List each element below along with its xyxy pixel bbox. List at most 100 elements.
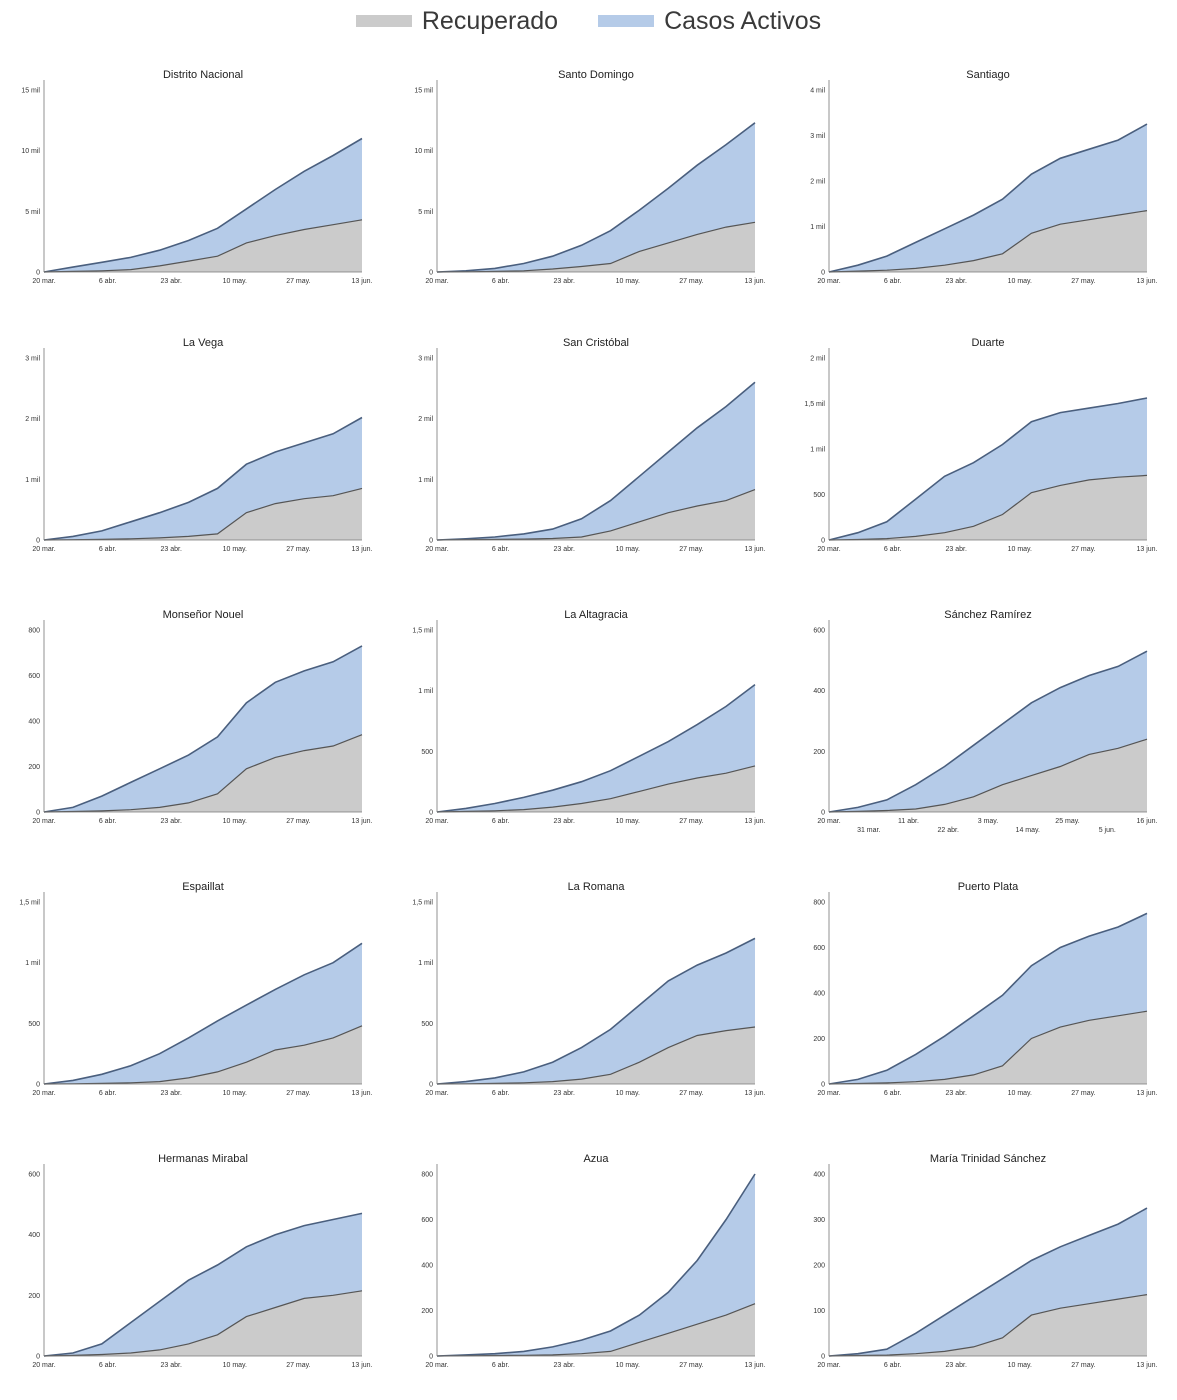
- y-tick-label: 500: [28, 1021, 40, 1028]
- y-tick-label: 2 mil: [25, 416, 40, 423]
- recovered-line: [43, 734, 363, 813]
- y-tick-label: 400: [28, 1232, 40, 1239]
- x-tick-label: 6 abr.: [99, 1090, 117, 1097]
- y-tick-label: 200: [813, 1036, 825, 1043]
- total-line: [436, 122, 756, 273]
- x-tick-label: 20 mar.: [425, 1362, 448, 1369]
- chart-panel: Monseñor Nouel 0 200 400 600 800 20 mar. 6 abr.…: [0, 600, 392, 856]
- recovered-line: [43, 1025, 363, 1085]
- y-tick-label: 0: [821, 538, 825, 545]
- chart-panel: Azua 0 200 400 600 800 20 mar. 6 abr. 23 abr. 10 …: [393, 1144, 785, 1400]
- active-cases-area: [437, 684, 755, 812]
- total-line: [828, 397, 1148, 541]
- total-line: [43, 942, 363, 1085]
- x-tick-label: 20 mar.: [32, 1090, 55, 1097]
- recovered-line: [828, 738, 1148, 813]
- x-tick-label: 27 may.: [679, 1090, 703, 1097]
- x-tick-label: 10 may.: [616, 546, 640, 553]
- x-tick-label: 13 jun.: [351, 818, 372, 825]
- recovered-area: [437, 222, 755, 272]
- x-tick-label: 27 may.: [286, 1090, 310, 1097]
- area-chart: Puerto Plata 0 200 400 600 800 20 mar. 6 abr. 23…: [813, 881, 1157, 1097]
- recovered-area: [437, 489, 755, 540]
- x-tick-label: 20 mar.: [32, 1362, 55, 1369]
- x-tick-label: 13 jun.: [351, 1090, 372, 1097]
- y-tick-label: 200: [813, 1263, 825, 1270]
- area-chart: María Trinidad Sánchez 0 100 200 300 400 20 ma…: [813, 1153, 1157, 1369]
- legend-label-active: Casos Activos: [664, 6, 822, 35]
- chart-title: Distrito Nacional: [163, 69, 243, 81]
- x-tick-label: 27 may.: [1071, 278, 1095, 285]
- x-tick-label: 27 may.: [679, 546, 703, 553]
- chart-title: La Romana: [568, 881, 626, 893]
- y-tick-label: 1,5 mil: [804, 401, 825, 408]
- x-tick-label: 6 abr.: [99, 546, 117, 553]
- y-tick-label: 1,5 mil: [19, 900, 40, 907]
- y-tick-label: 200: [28, 1293, 40, 1300]
- x-tick-label: 27 may.: [1071, 1090, 1095, 1097]
- y-tick-label: 0: [36, 538, 40, 545]
- x-tick-label: 23 abr.: [553, 1362, 574, 1369]
- recovered-line: [43, 487, 363, 541]
- x-tick-label: 6 abr.: [99, 818, 117, 825]
- y-tick-label: 400: [813, 991, 825, 998]
- x-tick-label: 23 abr.: [553, 1090, 574, 1097]
- x-tick-label: 10 may.: [616, 1090, 640, 1097]
- x-tick-label: 23 abr.: [553, 278, 574, 285]
- x-tick-label: 6 abr.: [492, 1090, 510, 1097]
- x-tick-label: 3 may.: [978, 818, 999, 825]
- x-tick-label: 20 mar.: [817, 1362, 840, 1369]
- x-tick-label: 23 abr.: [553, 818, 574, 825]
- y-tick-label: 15 mil: [414, 88, 433, 95]
- x-tick-label: 20 mar.: [32, 546, 55, 553]
- x-tick-label: 10 may.: [1008, 546, 1032, 553]
- chart-panel: La Altagracia 0 500 1 mil 1,5 mil 20 mar. 6 ab…: [393, 600, 785, 856]
- x-tick-label: 20 mar.: [425, 818, 448, 825]
- chart-title: Azua: [583, 1153, 609, 1165]
- x-tick-label: 13 jun.: [744, 1090, 765, 1097]
- x-tick-label: 13 jun.: [1136, 1362, 1157, 1369]
- x-tick-label: 13 jun.: [744, 546, 765, 553]
- y-tick-label: 4 mil: [810, 88, 825, 95]
- y-tick-label: 10 mil: [414, 148, 433, 155]
- chart-title: San Cristóbal: [563, 337, 629, 349]
- chart-title: Puerto Plata: [958, 881, 1019, 893]
- area-chart: La Vega 0 1 mil 2 mil 3 mil 20 mar. 6 abr. 23 a…: [25, 337, 372, 553]
- area-chart: Distrito Nacional 0 5 mil 10 mil 15 mil 20 ma…: [21, 69, 372, 285]
- y-tick-label: 400: [421, 1263, 433, 1270]
- chart-panel: Duarte 0 500 1 mil 1,5 mil 2 mil 20 mar. 6 abr.…: [785, 328, 1177, 584]
- x-tick-label: 23 abr.: [945, 278, 966, 285]
- y-tick-label: 800: [28, 628, 40, 635]
- x-tick-label: 6 abr.: [884, 1362, 902, 1369]
- x-tick-label: 20 mar.: [425, 546, 448, 553]
- y-tick-label: 1 mil: [418, 477, 433, 484]
- recovered-line: [43, 1290, 363, 1357]
- active-cases-area: [437, 122, 755, 272]
- x-tick-label: 13 jun.: [351, 546, 372, 553]
- y-tick-label: 10 mil: [21, 148, 40, 155]
- area-chart: Sánchez Ramírez 0 200 400 600 20 mar. 11 abr. 3…: [813, 609, 1157, 834]
- recovered-line: [436, 1303, 756, 1357]
- area-chart: La Altagracia 0 500 1 mil 1,5 mil 20 mar. 6 ab…: [412, 609, 765, 825]
- x-tick-label: 14 may.: [1016, 827, 1040, 834]
- x-tick-label: 10 may.: [616, 818, 640, 825]
- x-tick-label: 23 abr.: [160, 278, 181, 285]
- x-tick-label: 13 jun.: [1136, 278, 1157, 285]
- x-tick-label: 16 jun.: [1136, 818, 1157, 825]
- y-tick-label: 200: [28, 764, 40, 771]
- x-tick-label: 10 may.: [616, 278, 640, 285]
- x-tick-label: 27 may.: [286, 1362, 310, 1369]
- recovered-line: [828, 1294, 1148, 1357]
- recovered-area: [829, 739, 1147, 812]
- x-tick-label: 10 may.: [223, 546, 247, 553]
- recovered-line: [828, 1010, 1148, 1085]
- recovered-area: [437, 1027, 755, 1084]
- area-chart: Azua 0 200 400 600 800 20 mar. 6 abr. 23 abr. 10 …: [421, 1153, 765, 1369]
- y-tick-label: 0: [36, 810, 40, 817]
- chart-panel: María Trinidad Sánchez 0 100 200 300 400 20 ma…: [785, 1144, 1177, 1400]
- chart-title: Sánchez Ramírez: [944, 609, 1031, 621]
- total-line: [436, 1173, 756, 1357]
- area-chart: Monseñor Nouel 0 200 400 600 800 20 mar. 6 abr.…: [28, 609, 372, 825]
- area-chart: La Romana 0 500 1 mil 1,5 mil 20 mar. 6 abr. 23…: [412, 881, 765, 1097]
- x-tick-label: 25 may.: [1055, 818, 1079, 825]
